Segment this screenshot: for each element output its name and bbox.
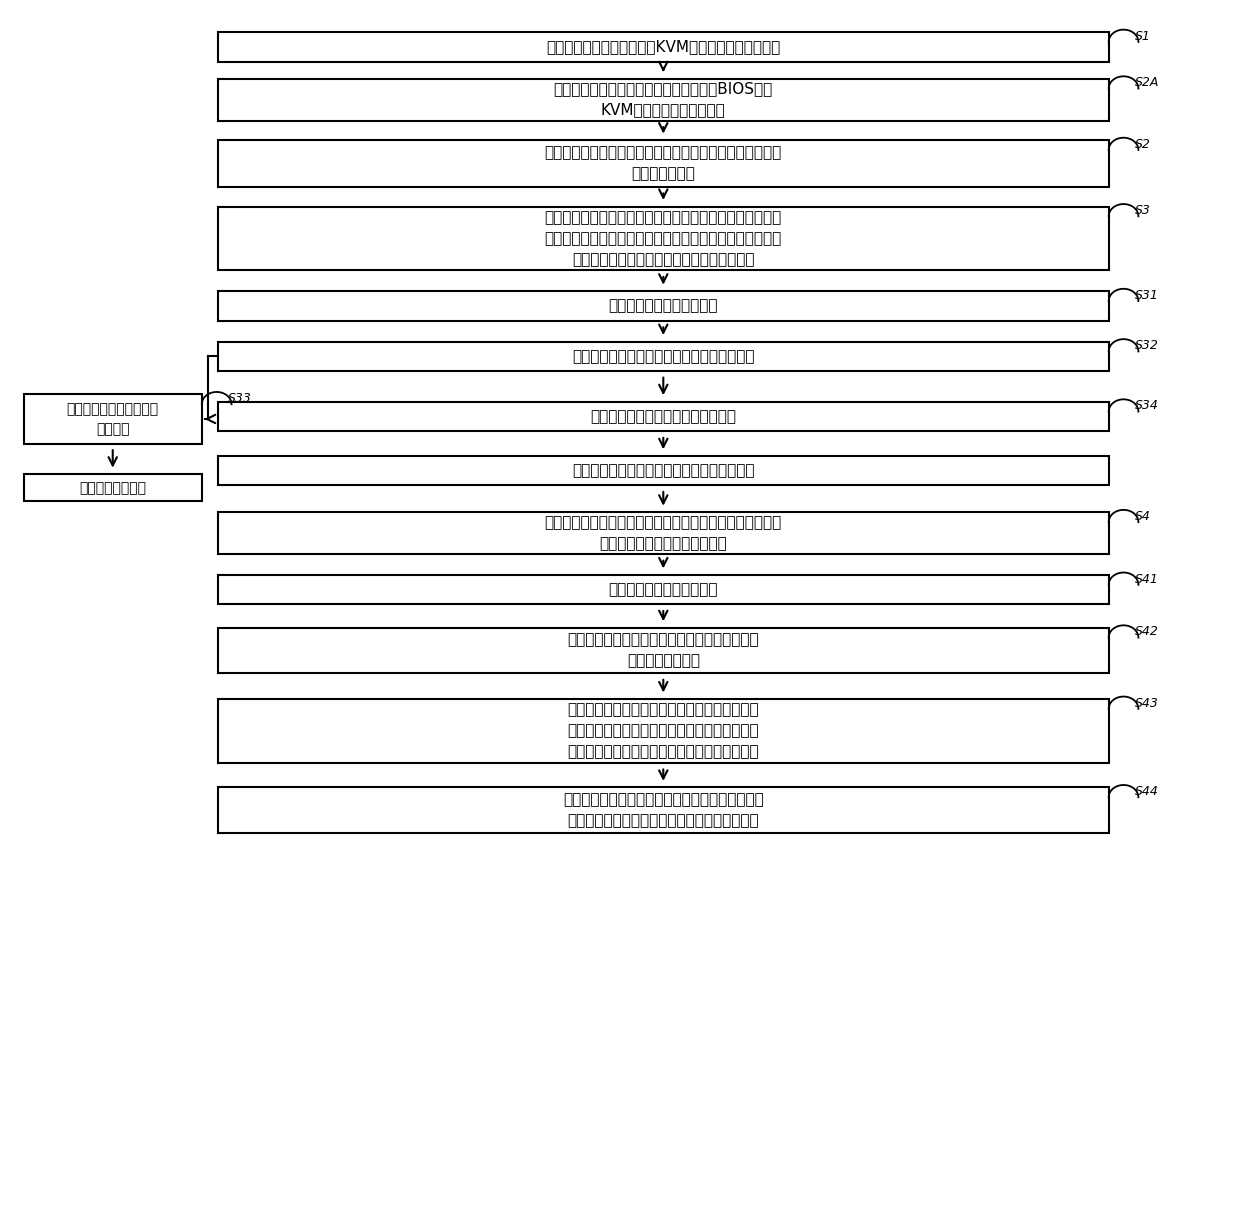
Bar [218, 292, 1109, 321]
Text: 通过管理链路连接主从节点: 通过管理链路连接主从节点 [609, 298, 718, 314]
Text: S44: S44 [1135, 785, 1158, 798]
Text: S34: S34 [1135, 399, 1158, 412]
Text: 运行节点检测到备用节点
心跳异常: 运行节点检测到备用节点 心跳异常 [67, 403, 159, 436]
Text: S31: S31 [1135, 289, 1158, 302]
Text: 当异常运行节点恢复正常后，设置恢复后节点首先
与新的运行节点进行数据同步，保证数据一致性: 当异常运行节点恢复正常后，设置恢复后节点首先 与新的运行节点进行数据同步，保证数… [563, 793, 764, 828]
Text: 设置主从节点通过管理链路相互进行心跳检测: 设置主从节点通过管理链路相互进行心跳检测 [572, 348, 755, 364]
Bar [218, 699, 1109, 763]
Text: 当备用节点检测到运行节点心跳异常: 当备用节点检测到运行节点心跳异常 [590, 409, 737, 423]
Text: S2: S2 [1135, 138, 1151, 150]
Text: 对主从节点的部署均选择计算管理节点部署模式，并设置主
从节点互为备用: 对主从节点的部署均选择计算管理节点部署模式，并设置主 从节点互为备用 [544, 145, 782, 181]
Text: 选择两个物理主机作分别为KVM虚拟化系统的主从节点: 选择两个物理主机作分别为KVM虚拟化系统的主从节点 [546, 39, 780, 54]
Text: 设置镜像部署文件，分别在主从节点通过BIOS引导
KVM虚拟化系统的部署安装: 设置镜像部署文件，分别在主从节点通过BIOS引导 KVM虚拟化系统的部署安装 [554, 81, 773, 118]
Text: S42: S42 [1135, 625, 1158, 639]
Bar [24, 394, 202, 443]
Text: 通过数据链路连接主从节点: 通过数据链路连接主从节点 [609, 582, 718, 597]
Text: S1: S1 [1135, 30, 1151, 43]
Text: 通过数据链路连接主从节点，并设置运行节点的数据通过数
据链路实时同步备份到备川节点: 通过数据链路连接主从节点，并设置运行节点的数据通过数 据链路实时同步备份到备川节… [544, 516, 782, 551]
Bar [218, 455, 1109, 485]
Bar [218, 788, 1109, 833]
Bar [218, 575, 1109, 604]
Text: S3: S3 [1135, 204, 1151, 217]
Bar [218, 79, 1109, 121]
Text: S41: S41 [1135, 572, 1158, 586]
Text: 当运行节点异常时，设置备用节点启动切换，备
用节点变成新的运行节点，同时设置新的运行节
点启动备份的数据，接管异常的运行节点的业务: 当运行节点异常时，设置备用节点启动切换，备 用节点变成新的运行节点，同时设置新的… [568, 703, 759, 760]
Text: S4: S4 [1135, 510, 1151, 523]
Text: 设置运行节点将其数据通过分布式复制块技术实
时同步到备川节点: 设置运行节点将其数据通过分布式复制块技术实 时同步到备川节点 [568, 633, 759, 668]
Bar [218, 207, 1109, 271]
Text: 通过管理链路连接主从节点，并设置主从节点通过管理链路
相互进行心跳检测，并设置备用节点检测到运行节点的心跳
服务异常时，启动切换，接管运行节点的业务: 通过管理链路连接主从节点，并设置主从节点通过管理链路 相互进行心跳检测，并设置备… [544, 211, 782, 267]
Bar [24, 474, 202, 501]
Bar [218, 32, 1109, 62]
Text: S2A: S2A [1135, 76, 1159, 90]
Bar [218, 512, 1109, 554]
Bar [218, 342, 1109, 371]
Text: 设置备用节点启动切换，接管运行节点的业务: 设置备用节点启动切换，接管运行节点的业务 [572, 463, 755, 478]
Text: S32: S32 [1135, 340, 1158, 352]
Text: 设置运行节点报警: 设置运行节点报警 [79, 481, 146, 495]
Text: S33: S33 [228, 391, 252, 405]
Bar [218, 628, 1109, 673]
Bar [218, 140, 1109, 187]
Text: S43: S43 [1135, 697, 1158, 709]
Bar [218, 401, 1109, 431]
